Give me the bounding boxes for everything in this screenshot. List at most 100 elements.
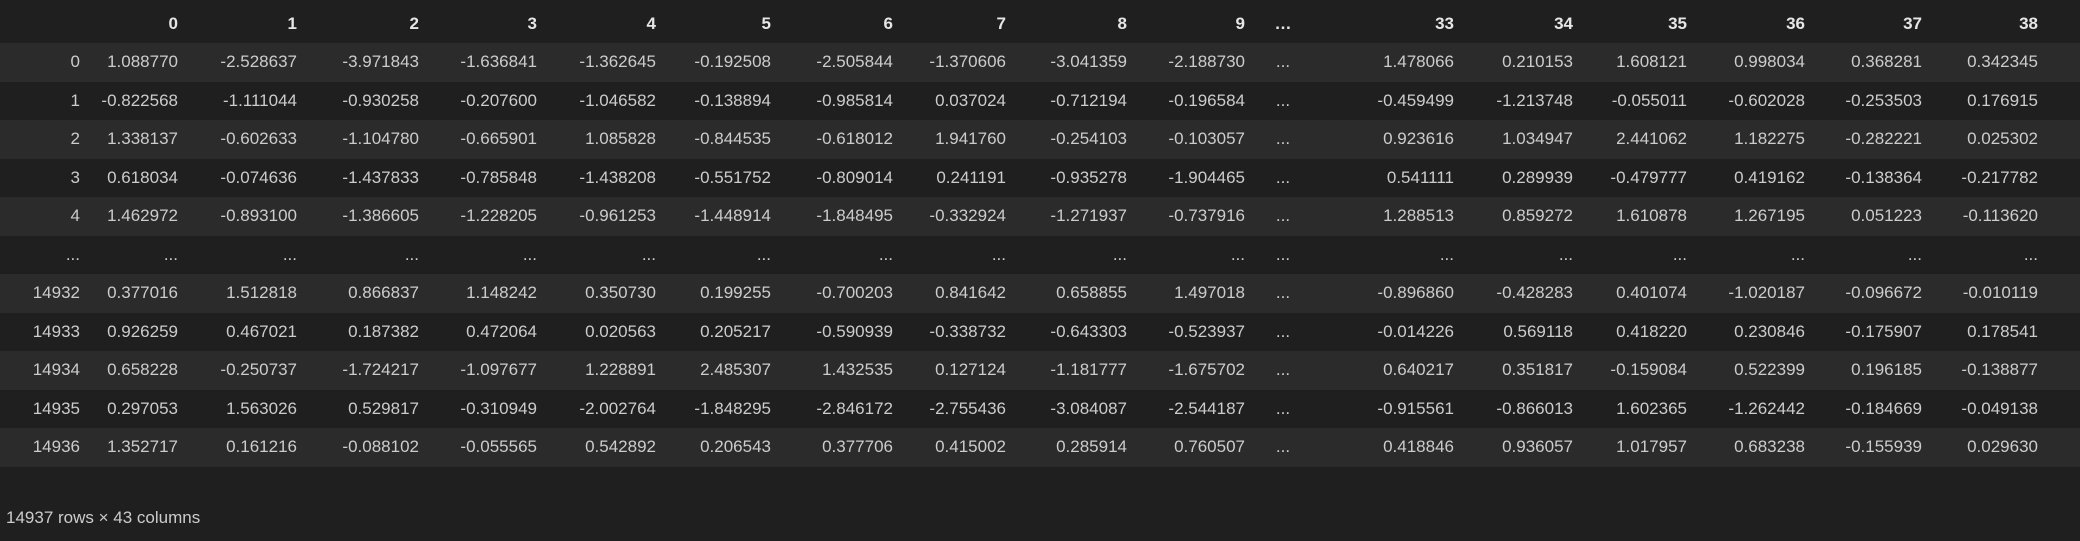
table-cell: 0.0862 — [2046, 120, 2080, 159]
table-cell: 0.467021 — [186, 312, 305, 351]
table-cell: ... — [779, 235, 901, 274]
table-cell: 0.210153 — [1462, 43, 1581, 82]
table-cell: 0.161216 — [186, 428, 305, 467]
table-cell: ... — [1253, 351, 1313, 390]
column-header: 36 — [1695, 5, 1813, 43]
ellipsis-column-header: … — [1253, 5, 1313, 43]
table-cell: ... — [1253, 312, 1313, 351]
table-cell: 0.866837 — [305, 274, 427, 313]
table-cell: ... — [88, 235, 186, 274]
table-cell: -0.250737 — [186, 351, 305, 390]
table-cell: -1.181777 — [1014, 351, 1135, 390]
table-cell: ... — [1313, 235, 1462, 274]
table-row: 14933 0.926259 0.467021 0.187382 0.472064 0.0… — [0, 312, 2080, 351]
table-cell: -0.866013 — [1462, 389, 1581, 428]
table-cell: 0.418846 — [1313, 428, 1462, 467]
table-cell: -0.055011 — [1581, 81, 1695, 120]
table-cell: 1.288513 — [1313, 197, 1462, 236]
table-cell: -0.479777 — [1581, 158, 1695, 197]
table-cell: -1.448914 — [664, 197, 779, 236]
table-cell: 1.228891 — [545, 351, 664, 390]
table-row: 3 0.618034 -0.074636 -1.437833 -0.785848 -1.4… — [0, 158, 2080, 197]
column-header: 9 — [1135, 5, 1253, 43]
table-cell: 2.441062 — [1581, 120, 1695, 159]
table-cell: 0.205217 — [664, 312, 779, 351]
table-cell: -0.985814 — [779, 81, 901, 120]
column-header: 38 — [1930, 5, 2046, 43]
table-row: 1 -0.822568 -1.111044 -0.930258 -0.207600 -1.… — [0, 81, 2080, 120]
table-cell: 0.415002 — [901, 428, 1014, 467]
row-index: ... — [0, 235, 88, 274]
table-cell: 1.088770 — [88, 43, 186, 82]
table-cell: -0.175907 — [1813, 312, 1930, 351]
table-cell: -1.636841 — [427, 43, 545, 82]
column-header: 8 — [1014, 5, 1135, 43]
table-cell: -0.459499 — [1313, 81, 1462, 120]
table-cell: 0.683238 — [1695, 428, 1813, 467]
table-cell: 1.478066 — [1313, 43, 1462, 82]
table-cell: -3.041359 — [1014, 43, 1135, 82]
table-cell: 0.841642 — [901, 274, 1014, 313]
table-cell: 1.085828 — [545, 120, 664, 159]
table-cell: -0.915561 — [1313, 389, 1462, 428]
table-cell: 0.529817 — [305, 389, 427, 428]
table-cell: 0.297053 — [88, 389, 186, 428]
table-cell: -0.896860 — [1313, 274, 1462, 313]
table-cell: -0.282221 — [1813, 120, 1930, 159]
table-cell: 0.230846 — [1695, 312, 1813, 351]
table-body: 0 1.088770 -2.528637 -3.971843 -1.636841 -1.3… — [0, 43, 2080, 467]
table-cell: -0.138894 — [664, 81, 779, 120]
column-header: 34 — [1462, 5, 1581, 43]
table-cell: -0.055565 — [427, 428, 545, 467]
table-cell: ... — [1253, 158, 1313, 197]
table-cell: 0.377016 — [88, 274, 186, 313]
table-cell: -0.184669 — [1813, 389, 1930, 428]
table-cell: -1.271937 — [1014, 197, 1135, 236]
table-cell: -0.049138 — [1930, 389, 2046, 428]
table-cell: 0.351817 — [1462, 351, 1581, 390]
table-cell: 0.401074 — [1581, 274, 1695, 313]
table-cell: 1.182275 — [1695, 120, 1813, 159]
table-cell: -1.370606 — [901, 43, 1014, 82]
table-cell: -0.096672 — [1813, 274, 1930, 313]
table-cell: 0.569118 — [1462, 312, 1581, 351]
table-cell: -0.192508 — [664, 43, 779, 82]
table-row: 14932 0.377016 1.512818 0.866837 1.148242 0.3… — [0, 274, 2080, 313]
table-cell: -0.010119 — [1930, 274, 2046, 313]
table-cell: 0.051223 — [1813, 197, 1930, 236]
table-cell: ... — [1462, 235, 1581, 274]
column-header: 33 — [1313, 5, 1462, 43]
table-cell: -0.196584 — [1135, 81, 1253, 120]
table-cell: -3.971843 — [305, 43, 427, 82]
table-cell: ... — [1135, 235, 1253, 274]
table-cell: -2.755436 — [901, 389, 1014, 428]
table-cell: 0.640217 — [1313, 351, 1462, 390]
table-cell: -1.104780 — [305, 120, 427, 159]
table-cell: 0.658228 — [88, 351, 186, 390]
table-cell: 0.522399 — [1695, 351, 1813, 390]
table-cell: 0.176915 — [1930, 81, 2046, 120]
table-cell: 1.034947 — [1462, 120, 1581, 159]
table-cell: -1.213748 — [1462, 81, 1581, 120]
table-cell: ... — [1581, 235, 1695, 274]
table-cell: 0.0108 — [2046, 312, 2080, 351]
table-cell: 1.497018 — [1135, 274, 1253, 313]
table-cell: 1.610878 — [1581, 197, 1695, 236]
row-index: 14933 — [0, 312, 88, 351]
table-cell: 0.923616 — [1313, 120, 1462, 159]
table-cell: 0.377706 — [779, 428, 901, 467]
table-cell: -0.113620 — [1930, 197, 2046, 236]
table-cell: -0.665901 — [427, 120, 545, 159]
table-cell: 0.199255 — [664, 274, 779, 313]
table-cell: -0.737916 — [1135, 197, 1253, 236]
table-cell: -2.002764 — [545, 389, 664, 428]
table-cell: 0.936057 — [1462, 428, 1581, 467]
table-cell: 0.419162 — [1695, 158, 1813, 197]
column-header: 7 — [901, 5, 1014, 43]
table-cell: ... — [1253, 81, 1313, 120]
table-cell: -0.103057 — [1135, 120, 1253, 159]
table-cell: -0.602028 — [1695, 81, 1813, 120]
